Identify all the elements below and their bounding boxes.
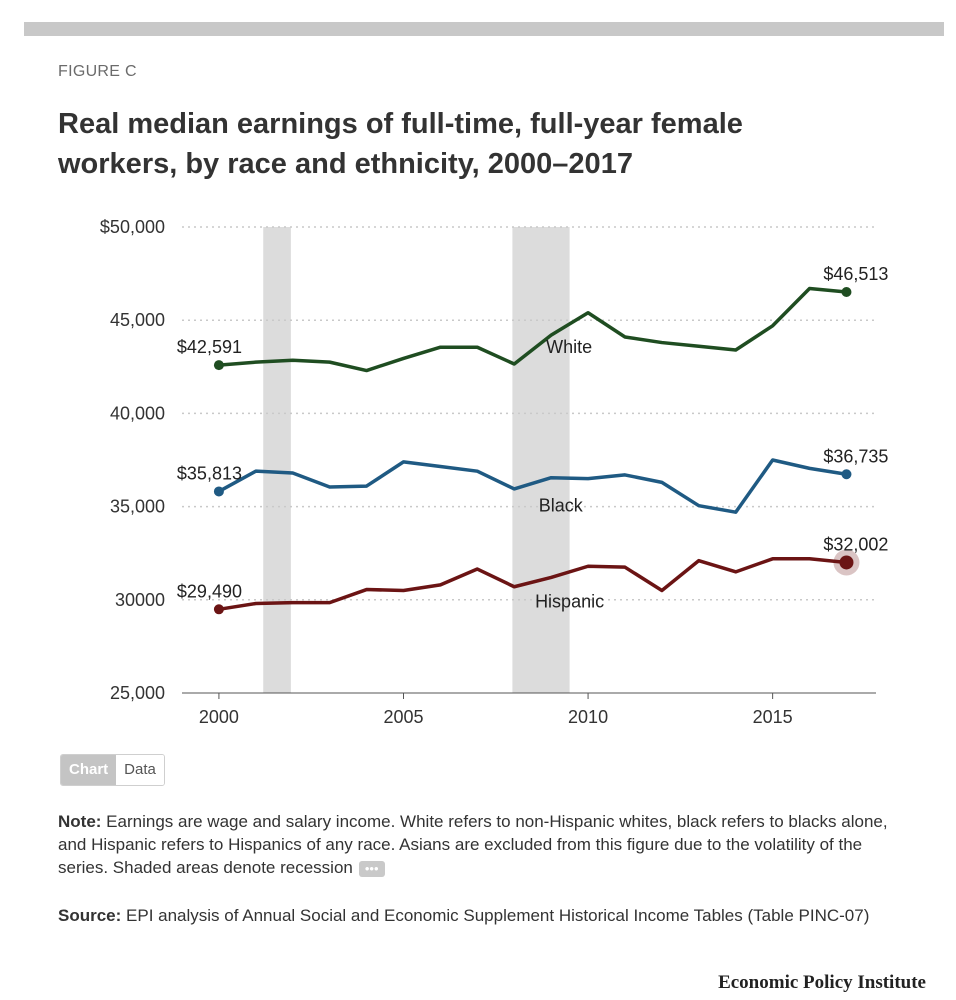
recession-band-1	[263, 227, 291, 693]
black-series-label: Black	[539, 496, 584, 516]
y-tick-label: $50,000	[100, 217, 165, 237]
white-end-label: $46,513	[823, 264, 888, 284]
x-tick-label: 2005	[383, 707, 423, 727]
chart-data-toggle: Chart Data	[60, 754, 165, 786]
x-tick-label: 2000	[199, 707, 239, 727]
y-tick-label: 25,000	[110, 683, 165, 703]
black-end-point	[841, 469, 852, 480]
source-label: Source:	[58, 906, 122, 925]
chart-title-line-1: Real median earnings of full-time, full-…	[58, 108, 743, 140]
data-tab-button[interactable]: Data	[116, 755, 164, 785]
hispanic-start-label: $29,490	[177, 581, 242, 601]
y-tick-label: 40,000	[110, 403, 165, 423]
note: Note: Earnings are wage and salary incom…	[58, 810, 898, 879]
figure-label: FIGURE C	[58, 63, 137, 80]
white-end-point	[841, 286, 852, 297]
black-end-label: $36,735	[823, 446, 888, 466]
top-bar	[24, 22, 944, 36]
white-series-line	[218, 286, 847, 373]
white-series-label: White	[546, 337, 592, 357]
recession-band-2	[512, 227, 570, 693]
hispanic-start-point	[213, 604, 224, 615]
y-tick-label: 35,000	[110, 497, 165, 517]
line-chart: 25,000 30000 35,000 40,000 45,000 $50,000 2000…	[100, 217, 889, 727]
white-start-label: $42,591	[177, 337, 242, 357]
epi-logo: Economic Policy Institute	[718, 972, 926, 993]
expand-note-button[interactable]: •••	[358, 860, 385, 877]
hispanic-series-label: Hispanic	[535, 591, 604, 611]
y-tick-label: 30000	[115, 590, 165, 610]
note-text: Earnings are wage and salary income. Whi…	[58, 812, 888, 877]
black-start-label: $35,813	[177, 463, 242, 483]
x-tick-label: 2010	[568, 707, 608, 727]
source: Source: EPI analysis of Annual Social an…	[58, 904, 908, 927]
x-tick-label: 2015	[753, 707, 793, 727]
hispanic-end-label: $32,002	[823, 534, 888, 554]
black-series-line	[218, 458, 847, 514]
note-label: Note:	[58, 812, 102, 831]
black-start-point	[213, 486, 224, 497]
chart-title: Real median earnings of full-time, full-…	[58, 104, 878, 184]
chart-title-line-2: workers, by race and ethnicity, 2000–201…	[58, 148, 633, 180]
hispanic-series-line	[218, 557, 847, 612]
chart-tab-button[interactable]: Chart	[61, 755, 117, 785]
source-text: EPI analysis of Annual Social and Econom…	[121, 906, 870, 925]
white-start-point	[213, 360, 224, 371]
hispanic-end-point	[839, 555, 854, 570]
y-tick-label: 45,000	[110, 310, 165, 330]
